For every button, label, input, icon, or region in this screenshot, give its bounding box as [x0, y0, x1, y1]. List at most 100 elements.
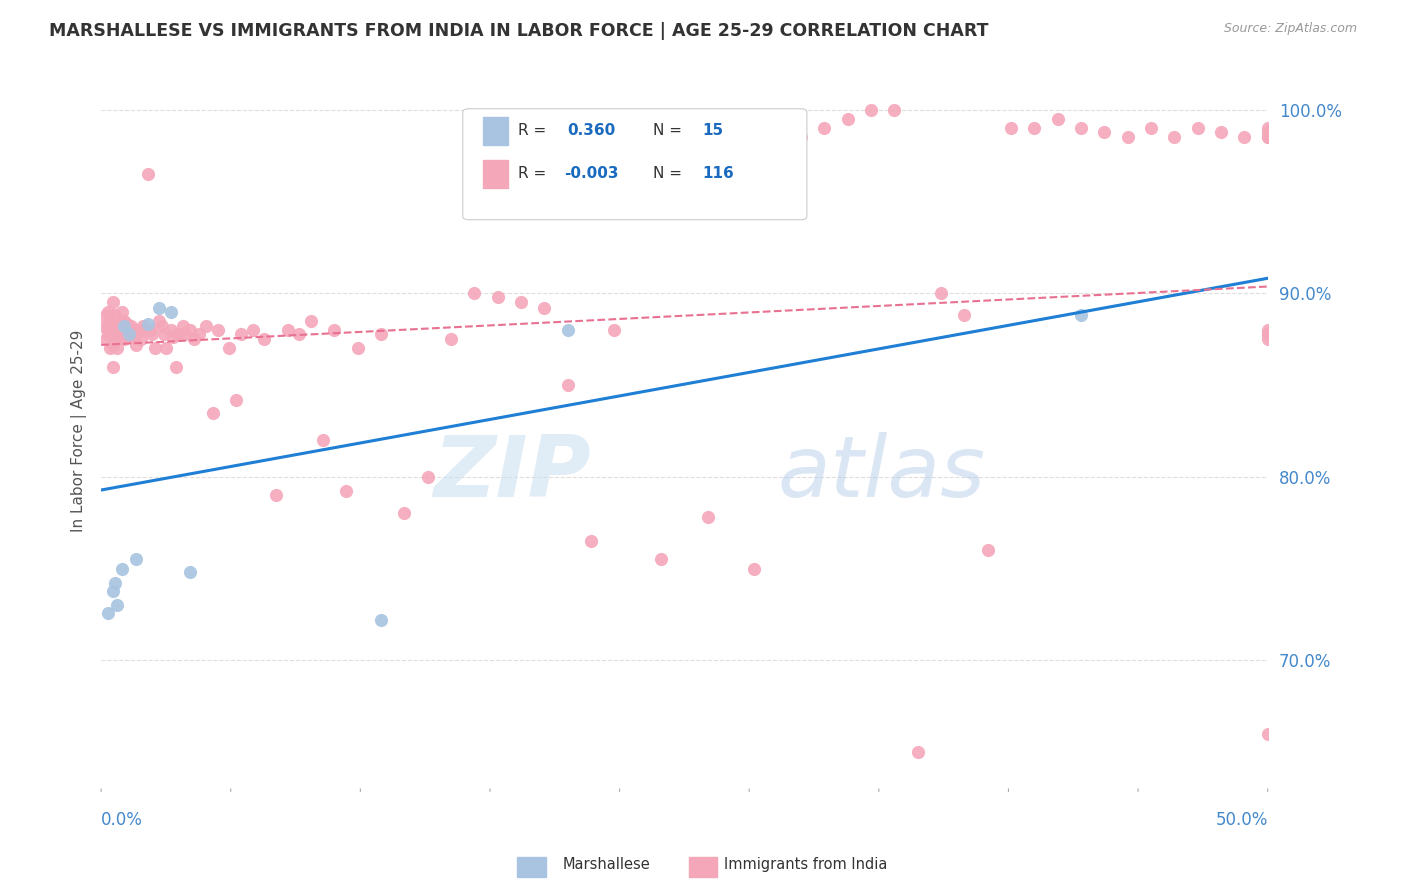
- Point: [1187, 121, 1209, 136]
- Point: [125, 326, 148, 341]
- Point: [111, 561, 134, 575]
- Point: [288, 326, 311, 341]
- Point: [94, 332, 117, 346]
- Point: [1257, 323, 1279, 337]
- Point: [1257, 130, 1279, 145]
- FancyBboxPatch shape: [463, 109, 807, 219]
- Text: ZIP: ZIP: [433, 433, 591, 516]
- Point: [120, 326, 142, 341]
- Point: [129, 332, 152, 346]
- Point: [118, 323, 141, 337]
- Bar: [689, 857, 717, 877]
- Point: [155, 341, 177, 355]
- Point: [486, 290, 509, 304]
- Point: [202, 405, 225, 419]
- Point: [107, 332, 129, 346]
- Point: [107, 341, 129, 355]
- Point: [579, 534, 602, 549]
- Point: [860, 103, 883, 117]
- Bar: [482, 161, 508, 187]
- Point: [218, 341, 240, 355]
- Text: 116: 116: [702, 167, 734, 181]
- Text: N =: N =: [652, 167, 686, 181]
- Point: [394, 507, 416, 521]
- Point: [510, 295, 533, 310]
- Point: [111, 319, 134, 334]
- Point: [1257, 326, 1279, 341]
- Point: [1070, 121, 1092, 136]
- Point: [953, 308, 976, 322]
- Point: [114, 323, 136, 337]
- Point: [883, 103, 905, 117]
- Point: [139, 323, 162, 337]
- Point: [97, 319, 120, 334]
- Point: [162, 330, 184, 344]
- Point: [172, 319, 194, 334]
- Point: [1257, 326, 1279, 341]
- Point: [134, 323, 156, 337]
- Text: R =: R =: [517, 123, 551, 138]
- Text: Source: ZipAtlas.com: Source: ZipAtlas.com: [1223, 22, 1357, 36]
- Y-axis label: In Labor Force | Age 25-29: In Labor Force | Age 25-29: [72, 330, 87, 533]
- Point: [1257, 727, 1279, 741]
- Point: [97, 326, 120, 341]
- Point: [125, 337, 148, 351]
- Point: [114, 332, 136, 346]
- Text: 15: 15: [702, 123, 723, 138]
- Point: [1163, 130, 1185, 145]
- Point: [1000, 121, 1022, 136]
- Point: [1024, 121, 1046, 136]
- Point: [120, 319, 142, 334]
- Text: 0.0%: 0.0%: [101, 811, 143, 829]
- Point: [907, 745, 929, 759]
- Text: N =: N =: [652, 123, 686, 138]
- Point: [1140, 121, 1163, 136]
- Text: atlas: atlas: [778, 433, 986, 516]
- Point: [104, 308, 127, 322]
- Point: [125, 552, 148, 566]
- Point: [115, 326, 138, 341]
- Point: [141, 326, 163, 341]
- Point: [463, 286, 485, 301]
- Point: [790, 130, 813, 145]
- Point: [97, 304, 120, 318]
- Point: [179, 323, 201, 337]
- Point: [179, 566, 201, 580]
- Point: [160, 323, 183, 337]
- Point: [104, 323, 127, 337]
- Point: [696, 510, 718, 524]
- Point: [183, 332, 205, 346]
- Point: [557, 323, 579, 337]
- Text: MARSHALLESE VS IMMIGRANTS FROM INDIA IN LABOR FORCE | AGE 25-29 CORRELATION CHAR: MARSHALLESE VS IMMIGRANTS FROM INDIA IN …: [49, 22, 988, 40]
- Point: [136, 318, 159, 332]
- Point: [1233, 130, 1256, 145]
- Point: [370, 326, 392, 341]
- Point: [929, 286, 952, 301]
- Point: [416, 470, 439, 484]
- Point: [107, 314, 129, 328]
- Point: [229, 326, 252, 341]
- Point: [108, 314, 131, 328]
- Point: [114, 314, 136, 328]
- Point: [440, 332, 463, 346]
- Point: [207, 323, 229, 337]
- Point: [100, 341, 122, 355]
- Point: [104, 326, 127, 341]
- Point: [136, 167, 159, 181]
- Point: [1070, 308, 1092, 322]
- Point: [277, 323, 299, 337]
- Point: [744, 561, 766, 575]
- Point: [1257, 130, 1279, 145]
- Point: [1257, 121, 1279, 136]
- Text: 0.360: 0.360: [568, 123, 616, 138]
- Point: [533, 301, 555, 315]
- Point: [1209, 125, 1232, 139]
- Text: Immigrants from India: Immigrants from India: [724, 857, 887, 872]
- Point: [118, 326, 141, 341]
- Point: [813, 121, 835, 136]
- Point: [253, 332, 276, 346]
- Point: [132, 319, 155, 334]
- Text: -0.003: -0.003: [564, 167, 619, 181]
- Point: [1257, 332, 1279, 346]
- Point: [242, 323, 264, 337]
